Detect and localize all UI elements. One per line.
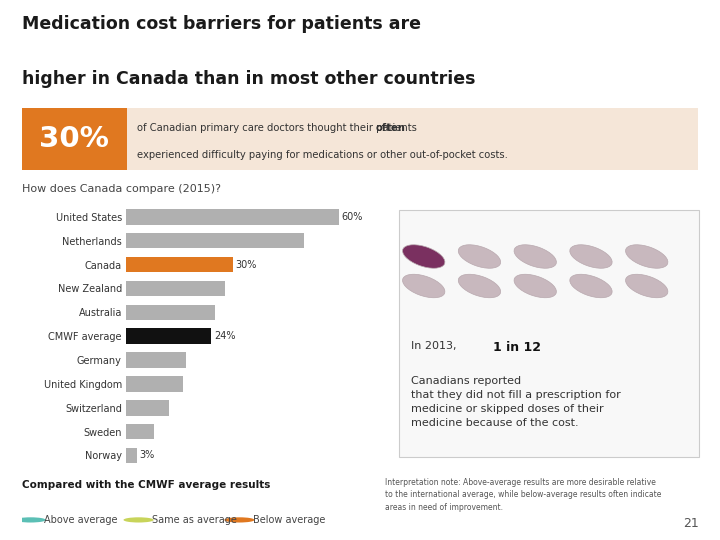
Text: Below average: Below average bbox=[253, 515, 325, 525]
Bar bbox=[126, 209, 339, 225]
Text: Above average: Above average bbox=[44, 515, 117, 525]
Circle shape bbox=[225, 517, 255, 523]
Ellipse shape bbox=[626, 274, 668, 298]
Text: Medication cost barriers for patients are: Medication cost barriers for patients ar… bbox=[22, 16, 420, 33]
Ellipse shape bbox=[626, 245, 668, 268]
Text: 30%: 30% bbox=[39, 125, 109, 153]
Text: higher in Canada than in most other countries: higher in Canada than in most other coun… bbox=[22, 70, 475, 87]
Text: 1 in 12: 1 in 12 bbox=[492, 341, 541, 354]
Ellipse shape bbox=[402, 245, 445, 268]
Ellipse shape bbox=[570, 274, 612, 298]
Bar bbox=[126, 376, 183, 392]
Text: 60%: 60% bbox=[342, 212, 363, 222]
Text: In 2013,: In 2013, bbox=[411, 341, 460, 351]
Bar bbox=[126, 424, 154, 440]
Ellipse shape bbox=[459, 274, 500, 298]
Text: Interpretation note: Above-average results are more desirable relative
to the in: Interpretation note: Above-average resul… bbox=[385, 478, 662, 511]
Ellipse shape bbox=[514, 274, 557, 298]
Text: 3%: 3% bbox=[140, 450, 155, 461]
Bar bbox=[126, 257, 233, 272]
Text: often: often bbox=[375, 123, 405, 133]
Text: of Canadian primary care doctors thought their patients: of Canadian primary care doctors thought… bbox=[137, 123, 420, 133]
Bar bbox=[126, 352, 186, 368]
Text: 21: 21 bbox=[683, 517, 699, 530]
Text: Same as average: Same as average bbox=[152, 515, 237, 525]
Text: experienced difficulty paying for medications or other out-of-pocket costs.: experienced difficulty paying for medica… bbox=[137, 150, 508, 160]
Text: 30%: 30% bbox=[235, 260, 257, 269]
Text: Compared with the CMWF average results: Compared with the CMWF average results bbox=[22, 480, 270, 490]
Bar bbox=[126, 281, 225, 296]
Ellipse shape bbox=[514, 245, 557, 268]
Circle shape bbox=[124, 517, 154, 523]
Text: How does Canada compare (2015)?: How does Canada compare (2015)? bbox=[22, 184, 220, 194]
Text: Canadians reported
that they did not fill a prescription for
medicine or skipped: Canadians reported that they did not fil… bbox=[411, 376, 621, 428]
Bar bbox=[126, 328, 211, 344]
Ellipse shape bbox=[402, 274, 445, 298]
Bar bbox=[126, 448, 137, 463]
Bar bbox=[22, 108, 127, 170]
Ellipse shape bbox=[570, 245, 612, 268]
Bar bbox=[126, 400, 168, 415]
Circle shape bbox=[15, 517, 46, 523]
Bar bbox=[126, 233, 304, 248]
Bar bbox=[126, 305, 215, 320]
Text: 24%: 24% bbox=[214, 331, 235, 341]
Ellipse shape bbox=[459, 245, 500, 268]
